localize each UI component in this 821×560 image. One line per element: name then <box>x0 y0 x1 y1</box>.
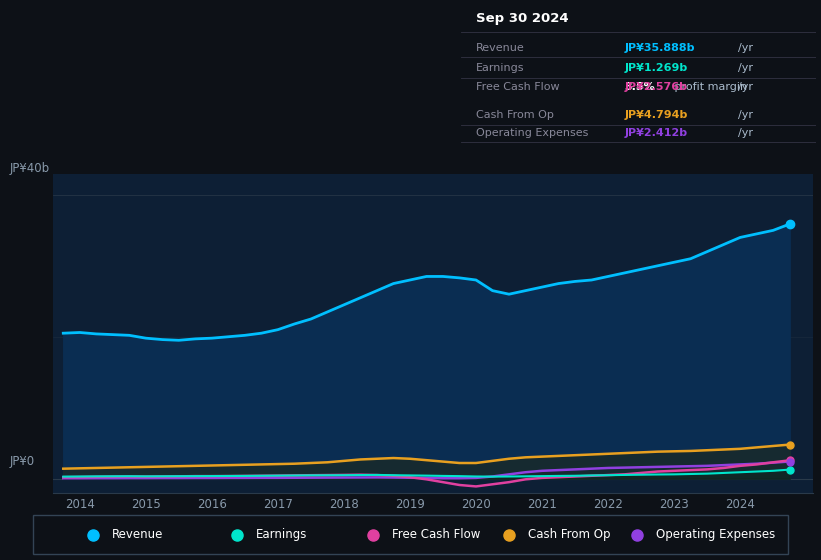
Text: JP¥1.269b: JP¥1.269b <box>625 63 688 73</box>
Text: Free Cash Flow: Free Cash Flow <box>392 528 480 542</box>
Text: JP¥0: JP¥0 <box>10 455 35 469</box>
Text: Cash From Op: Cash From Op <box>475 110 553 120</box>
Text: Cash From Op: Cash From Op <box>528 528 610 542</box>
Text: Revenue: Revenue <box>475 43 525 53</box>
Text: Earnings: Earnings <box>475 63 524 73</box>
Text: /yr: /yr <box>738 82 753 92</box>
Text: Operating Expenses: Operating Expenses <box>475 128 588 138</box>
Text: /yr: /yr <box>738 63 753 73</box>
Text: JP¥2.576b: JP¥2.576b <box>625 82 687 92</box>
Text: Earnings: Earnings <box>255 528 307 542</box>
Text: profit margin: profit margin <box>671 82 747 92</box>
Text: JP¥2.412b: JP¥2.412b <box>625 128 688 138</box>
Text: JP¥4.794b: JP¥4.794b <box>625 110 688 120</box>
Text: /yr: /yr <box>738 110 753 120</box>
Text: 3.5%: 3.5% <box>625 82 655 92</box>
Text: Free Cash Flow: Free Cash Flow <box>475 82 559 92</box>
Text: Operating Expenses: Operating Expenses <box>656 528 775 542</box>
Text: Revenue: Revenue <box>112 528 163 542</box>
Text: /yr: /yr <box>738 128 753 138</box>
Text: JP¥40b: JP¥40b <box>10 162 50 175</box>
Text: Sep 30 2024: Sep 30 2024 <box>475 12 568 25</box>
Text: /yr: /yr <box>738 43 753 53</box>
Text: JP¥35.888b: JP¥35.888b <box>625 43 695 53</box>
